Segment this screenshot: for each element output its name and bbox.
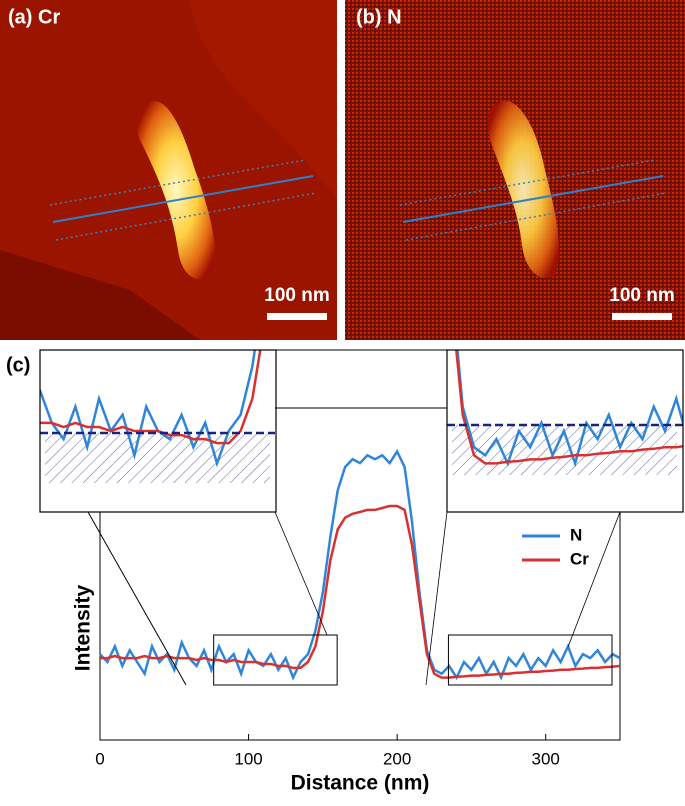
line [99, 448, 621, 681]
panel-c-label: (c) [6, 354, 30, 376]
connector [425, 511, 448, 686]
connector [567, 511, 621, 648]
legend-label: Cr [570, 549, 589, 568]
panel-b-label: (b) N [356, 6, 402, 28]
x-tick-label: 300 [532, 749, 560, 768]
scale-bar-label: 100 nm [264, 285, 329, 306]
line [40, 350, 262, 445]
legend-label: N [570, 525, 582, 544]
scale-bar-label: 100 nm [609, 285, 674, 306]
x-tick-label: 200 [383, 749, 411, 768]
line [40, 350, 257, 468]
inset-frame [39, 349, 277, 513]
line [455, 350, 683, 465]
zoom-box [447, 634, 613, 686]
x-tick-label: 100 [234, 749, 262, 768]
plot-frame [99, 349, 621, 741]
x-axis-label: Distance (nm) [291, 772, 430, 795]
connector [274, 511, 328, 636]
hatch [45, 433, 270, 483]
inset-frame [446, 349, 684, 513]
connector [87, 511, 187, 686]
n-map: (b) N 100 nm [345, 0, 685, 340]
line [456, 350, 683, 468]
inset [40, 350, 275, 483]
zoom-box [213, 634, 338, 686]
inset [447, 350, 683, 475]
x-tick-label: 0 [95, 749, 104, 768]
panel-a-label: (a) Cr [8, 6, 60, 28]
y-axis-label: Intensity [72, 585, 95, 672]
line [100, 504, 621, 679]
cr-map: (a) Cr 100 nm [0, 0, 337, 340]
